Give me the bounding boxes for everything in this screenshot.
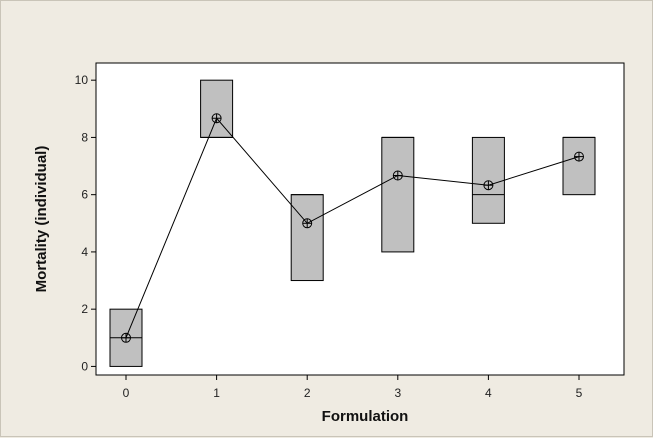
x-tick-label: 4 <box>485 386 492 400</box>
x-axis-title: Formulation <box>322 408 409 425</box>
x-tick-label: 1 <box>213 386 220 400</box>
x-tick-label: 3 <box>394 386 401 400</box>
box-rect <box>381 136 415 253</box>
box-category-3 <box>381 136 415 253</box>
mean-symbol <box>211 113 222 124</box>
y-tick-label: 2 <box>81 302 88 316</box>
y-tick-label: 0 <box>81 359 88 373</box>
x-axis: 0 1 2 3 4 5 <box>123 375 583 400</box>
mean-symbol <box>574 151 584 162</box>
y-tick-label: 4 <box>81 245 88 259</box>
box-category-5 <box>562 136 596 196</box>
boxes-group <box>109 79 596 367</box>
x-tick-label: 5 <box>576 386 583 400</box>
box-rect <box>200 79 234 138</box>
mean-connect-group <box>125 117 580 338</box>
x-tick-label: 2 <box>304 386 311 400</box>
box-category-1 <box>200 79 234 138</box>
y-tick-label: 8 <box>81 130 88 144</box>
mean-symbol <box>302 218 313 229</box>
plot-area <box>95 62 625 376</box>
y-tick-label: 6 <box>81 188 88 202</box>
mean-symbol <box>483 180 494 191</box>
box-category-2 <box>290 194 324 282</box>
x-tick-label: 0 <box>123 386 130 400</box>
y-axis-title: Mortality (individual) <box>33 146 50 293</box>
mean-symbols-group <box>121 113 584 343</box>
box-rect <box>562 136 596 196</box>
mean-symbol <box>392 170 403 181</box>
mean-connect-line <box>125 117 580 338</box>
box-rect <box>290 194 324 282</box>
y-tick-label: 10 <box>75 73 89 87</box>
mean-symbol <box>121 332 131 343</box>
y-axis: 0 2 4 6 8 10 <box>75 73 96 373</box>
